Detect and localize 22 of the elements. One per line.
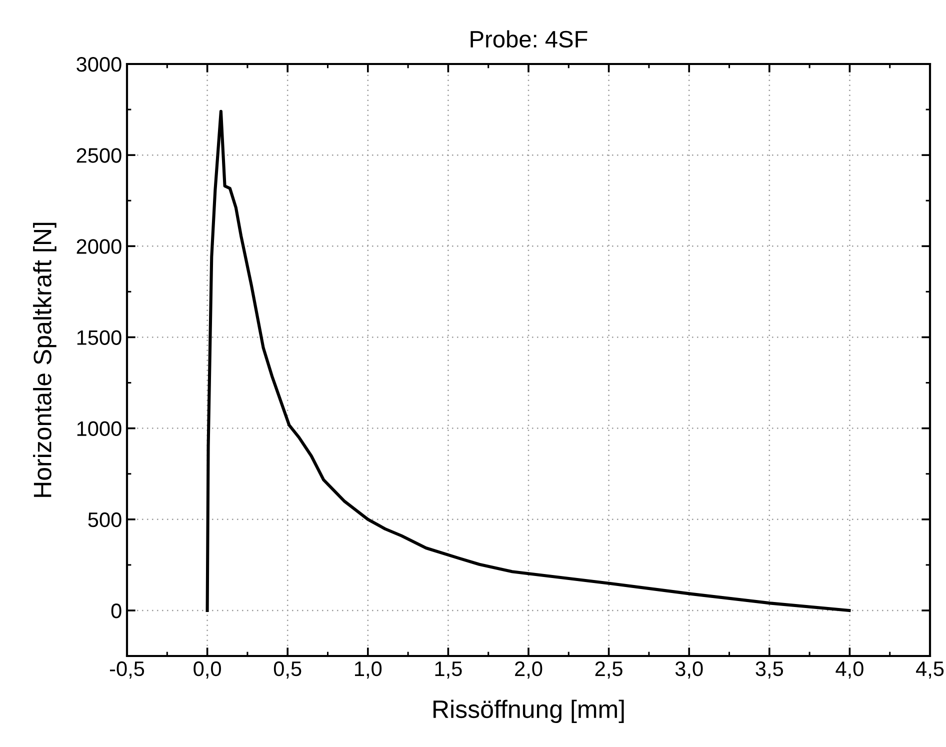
x-tick-label: 2,0: [515, 661, 542, 679]
y-tick-label: 2500: [76, 148, 122, 163]
y-tick-label: 500: [88, 512, 122, 528]
y-tick-label: 3000: [76, 57, 122, 72]
x-tick-label: 0,5: [274, 661, 302, 679]
y-tick-label: 1500: [77, 330, 122, 345]
line-series: [206, 110, 851, 612]
chart-title: Probe: 4SF: [470, 30, 588, 48]
y-tick-label: 1000: [77, 421, 122, 436]
x-tick-label: 4,5: [916, 662, 944, 679]
x-tick-label: 1,0: [355, 661, 382, 679]
y-axis-title: Horizontale Spaltkraft [N]: [33, 222, 56, 497]
y-tick-label: 2000: [76, 239, 122, 254]
x-tick-label: -0,5: [110, 661, 144, 679]
x-tick-label: 1,5: [435, 662, 462, 679]
x-axis-title: Rissöffnung [mm]: [434, 700, 624, 724]
x-tick-label: 2,5: [595, 661, 622, 679]
x-tick-label: 0,0: [194, 661, 221, 679]
y-tick-label: 0: [111, 603, 122, 618]
x-tick-label: 3,0: [675, 661, 703, 679]
x-tick-label: 3,5: [756, 661, 784, 679]
x-tick-label: 4,0: [836, 661, 864, 679]
